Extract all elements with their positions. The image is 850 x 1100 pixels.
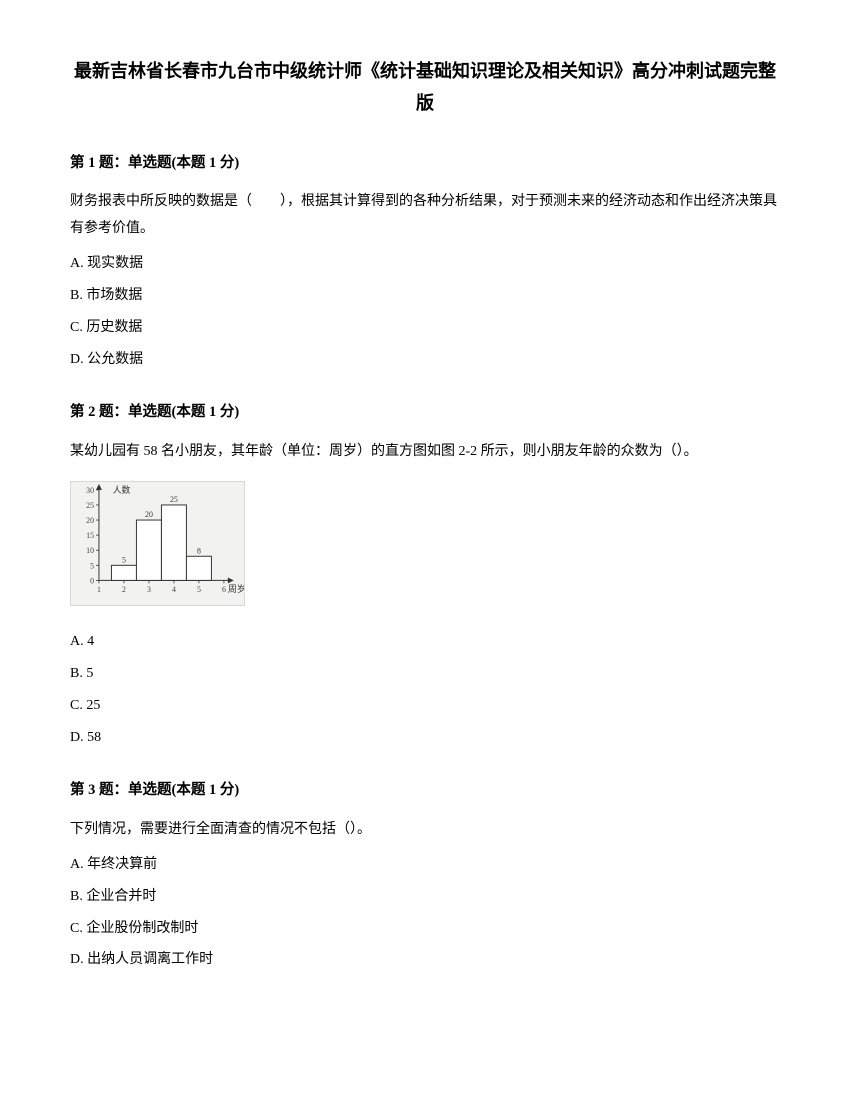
histogram-figure: 0 5 10 15 20 25 30 1 2 3 4 5 6 5 20 25 8 人数周岁 bbox=[70, 481, 245, 606]
question-1-option-a: A. 现实数据 bbox=[70, 252, 780, 276]
question-1-header: 第 1 题：单选题(本题 1 分) bbox=[70, 152, 780, 175]
svg-text:4: 4 bbox=[172, 585, 176, 594]
svg-text:15: 15 bbox=[86, 531, 94, 540]
svg-text:3: 3 bbox=[147, 585, 151, 594]
svg-text:20: 20 bbox=[145, 510, 153, 519]
question-3-text: 下列情况，需要进行全面清查的情况不包括（）。 bbox=[70, 817, 780, 844]
svg-text:20: 20 bbox=[86, 516, 94, 525]
question-2-option-d: D. 58 bbox=[70, 726, 780, 750]
question-3-option-a: A. 年终决算前 bbox=[70, 853, 780, 877]
question-2-option-c: C. 25 bbox=[70, 694, 780, 718]
question-3-option-c: C. 企业股份制改制时 bbox=[70, 917, 780, 941]
svg-text:5: 5 bbox=[90, 561, 94, 570]
question-3-header: 第 3 题：单选题(本题 1 分) bbox=[70, 779, 780, 802]
question-1-option-d: D. 公允数据 bbox=[70, 348, 780, 372]
svg-text:25: 25 bbox=[170, 495, 178, 504]
question-3-option-b: B. 企业合并时 bbox=[70, 885, 780, 909]
question-2-text: 某幼儿园有 58 名小朋友，其年龄（单位：周岁）的直方图如图 2-2 所示，则小… bbox=[70, 439, 780, 466]
svg-text:5: 5 bbox=[122, 555, 126, 564]
svg-text:人数: 人数 bbox=[113, 484, 131, 495]
question-1-option-b: B. 市场数据 bbox=[70, 284, 780, 308]
question-2-option-a: A. 4 bbox=[70, 630, 780, 654]
question-2-header: 第 2 题：单选题(本题 1 分) bbox=[70, 401, 780, 424]
question-2: 第 2 题：单选题(本题 1 分) 某幼儿园有 58 名小朋友，其年龄（单位：周… bbox=[70, 401, 780, 749]
question-3: 第 3 题：单选题(本题 1 分) 下列情况，需要进行全面清查的情况不包括（）。… bbox=[70, 779, 780, 972]
question-3-option-d: D. 出纳人员调离工作时 bbox=[70, 948, 780, 972]
question-2-option-b: B. 5 bbox=[70, 662, 780, 686]
svg-text:6: 6 bbox=[222, 585, 226, 594]
svg-text:5: 5 bbox=[197, 585, 201, 594]
question-1-option-c: C. 历史数据 bbox=[70, 316, 780, 340]
question-1-text: 财务报表中所反映的数据是（ ），根据其计算得到的各种分析结果，对于预测未来的经济… bbox=[70, 189, 780, 242]
svg-text:10: 10 bbox=[86, 546, 94, 555]
svg-text:周岁: 周岁 bbox=[228, 583, 244, 594]
histogram-svg: 0 5 10 15 20 25 30 1 2 3 4 5 6 5 20 25 8 人数周岁 bbox=[71, 482, 244, 605]
svg-text:1: 1 bbox=[97, 585, 101, 594]
page-title: 最新吉林省长春市九台市中级统计师《统计基础知识理论及相关知识》高分冲刺试题完整版 bbox=[70, 55, 780, 120]
svg-text:25: 25 bbox=[86, 501, 94, 510]
svg-text:8: 8 bbox=[197, 546, 201, 555]
question-1: 第 1 题：单选题(本题 1 分) 财务报表中所反映的数据是（ ），根据其计算得… bbox=[70, 152, 780, 372]
svg-text:30: 30 bbox=[86, 486, 94, 495]
svg-text:0: 0 bbox=[90, 576, 94, 585]
svg-text:2: 2 bbox=[122, 585, 126, 594]
